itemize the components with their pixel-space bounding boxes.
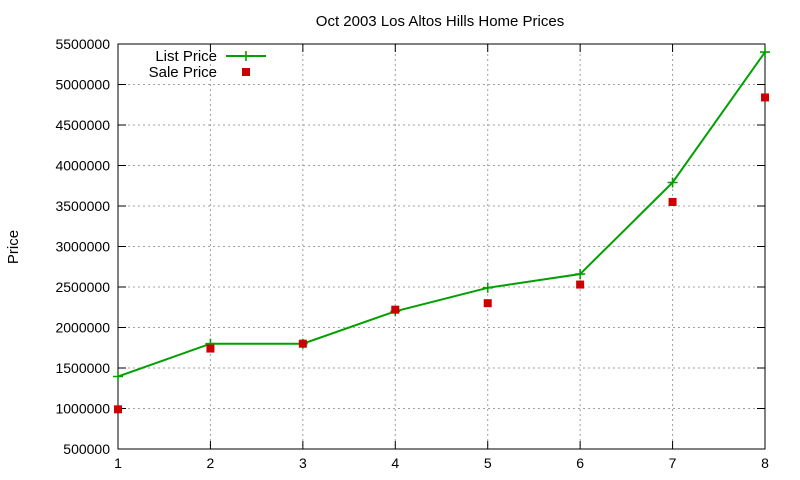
x-tick-label: 3 <box>299 455 307 471</box>
series-sale-price <box>114 93 769 414</box>
data-point <box>483 299 492 308</box>
series-line <box>117 51 766 378</box>
x-tick-label: 2 <box>207 455 215 471</box>
chart-title: Oct 2003 Los Altos Hills Home Prices <box>316 13 564 30</box>
legend-marker <box>242 68 250 76</box>
data-point <box>206 344 215 353</box>
series-layer <box>113 47 770 414</box>
y-tick-label: 5000000 <box>55 77 110 93</box>
x-tick-label: 1 <box>114 455 122 471</box>
axis-ticks: 500000 1000000 1500000 2000000 2500000 300000… <box>55 36 769 471</box>
y-axis-label: Price <box>5 230 22 264</box>
y-tick-label: 4500000 <box>55 117 110 133</box>
y-tick-label: 1000000 <box>55 401 110 417</box>
data-point <box>575 269 586 280</box>
data-point <box>482 282 493 293</box>
data-point <box>760 47 770 58</box>
y-tick-label: 1500000 <box>55 360 110 376</box>
x-tick-label: 8 <box>761 455 769 471</box>
data-point <box>667 177 678 188</box>
y-tick-label: 5500000 <box>55 36 110 52</box>
data-point <box>576 280 585 289</box>
plot-frame <box>117 43 766 450</box>
y-tick-label: 500000 <box>63 441 110 457</box>
series-list-price <box>113 47 770 382</box>
x-tick-label: 7 <box>669 455 677 471</box>
y-tick-label: 3000000 <box>55 239 110 255</box>
legend-label: Sale Price <box>149 64 217 81</box>
y-tick-label: 4000000 <box>55 158 110 174</box>
y-tick-label: 2000000 <box>55 320 110 336</box>
data-point <box>113 371 123 382</box>
legend-marker <box>241 51 251 61</box>
grid <box>118 44 765 449</box>
data-point <box>391 305 400 314</box>
x-tick-label: 5 <box>484 455 492 471</box>
legend-label: List Price <box>155 48 217 65</box>
y-tick-label: 2500000 <box>55 279 110 295</box>
data-point <box>298 339 307 348</box>
x-tick-label: 4 <box>391 455 399 471</box>
data-point <box>668 197 677 206</box>
y-tick-label: 3500000 <box>55 198 110 214</box>
x-tick-label: 6 <box>576 455 584 471</box>
data-point <box>761 93 769 102</box>
data-point <box>114 405 122 414</box>
